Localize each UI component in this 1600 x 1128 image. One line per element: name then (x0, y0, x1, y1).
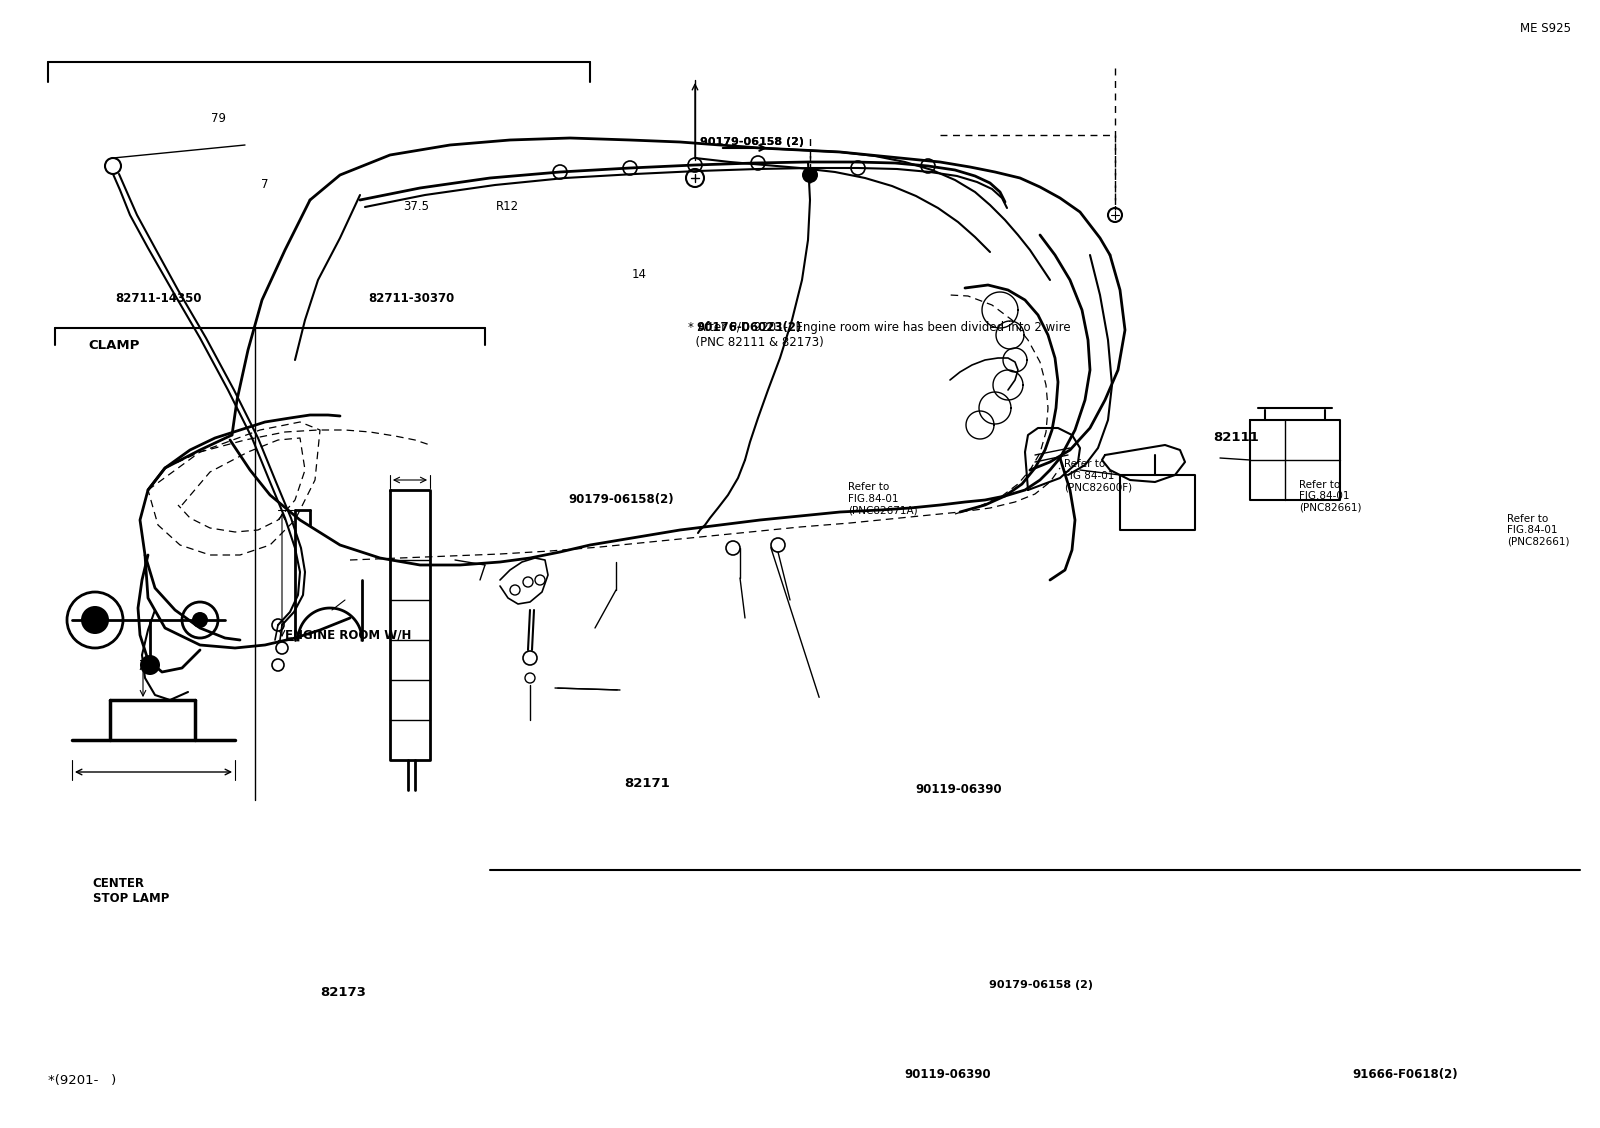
Text: 90179-06158 (2): 90179-06158 (2) (701, 136, 805, 147)
Text: 7: 7 (261, 178, 269, 192)
Text: 90119-06390: 90119-06390 (915, 783, 1002, 796)
Circle shape (192, 613, 208, 628)
Text: 90119-06390: 90119-06390 (904, 1068, 990, 1082)
Text: 91666-F0618(2): 91666-F0618(2) (1352, 1068, 1458, 1082)
Text: R12: R12 (496, 200, 518, 213)
Text: 82711-14350: 82711-14350 (115, 292, 202, 306)
Text: 82711-30370: 82711-30370 (368, 292, 454, 306)
Text: 14: 14 (632, 267, 646, 281)
Text: 90179-06158 (2): 90179-06158 (2) (701, 136, 805, 147)
Text: 90176-06023(2): 90176-06023(2) (696, 320, 802, 334)
Text: 79: 79 (211, 112, 226, 125)
Circle shape (802, 167, 818, 183)
Circle shape (141, 655, 160, 675)
Text: 37.5: 37.5 (403, 200, 429, 213)
Text: ENGINE ROOM W/H: ENGINE ROOM W/H (285, 628, 411, 642)
Text: ME S925: ME S925 (1520, 21, 1571, 35)
Text: * After P/D 9201-, Engine room wire has been divided into 2 wire
  (PNC 82111 & : * After P/D 9201-, Engine room wire has … (688, 321, 1070, 350)
Text: Refer to
FIG.84-01
(PNC82661): Refer to FIG.84-01 (PNC82661) (1299, 479, 1362, 513)
Text: CENTER
STOP LAMP: CENTER STOP LAMP (93, 878, 170, 905)
Text: *(9201-   ): *(9201- ) (48, 1074, 117, 1087)
Text: Refer to
FIG.84-01
(PNC82661): Refer to FIG.84-01 (PNC82661) (1507, 513, 1570, 547)
Text: 90179-06158(2): 90179-06158(2) (568, 493, 674, 506)
Text: 90179-06158 (2): 90179-06158 (2) (989, 980, 1093, 989)
Text: Refer to
FIG 84-01
(PNC82600F): Refer to FIG 84-01 (PNC82600F) (1064, 459, 1133, 493)
Text: CLAMP: CLAMP (88, 338, 139, 352)
Text: 82111: 82111 (1213, 431, 1259, 444)
Text: Refer to
FIG.84-01
(PNC82671A): Refer to FIG.84-01 (PNC82671A) (848, 482, 918, 515)
Circle shape (82, 606, 109, 634)
Text: 82171: 82171 (624, 777, 670, 791)
Text: 82173: 82173 (320, 986, 366, 999)
